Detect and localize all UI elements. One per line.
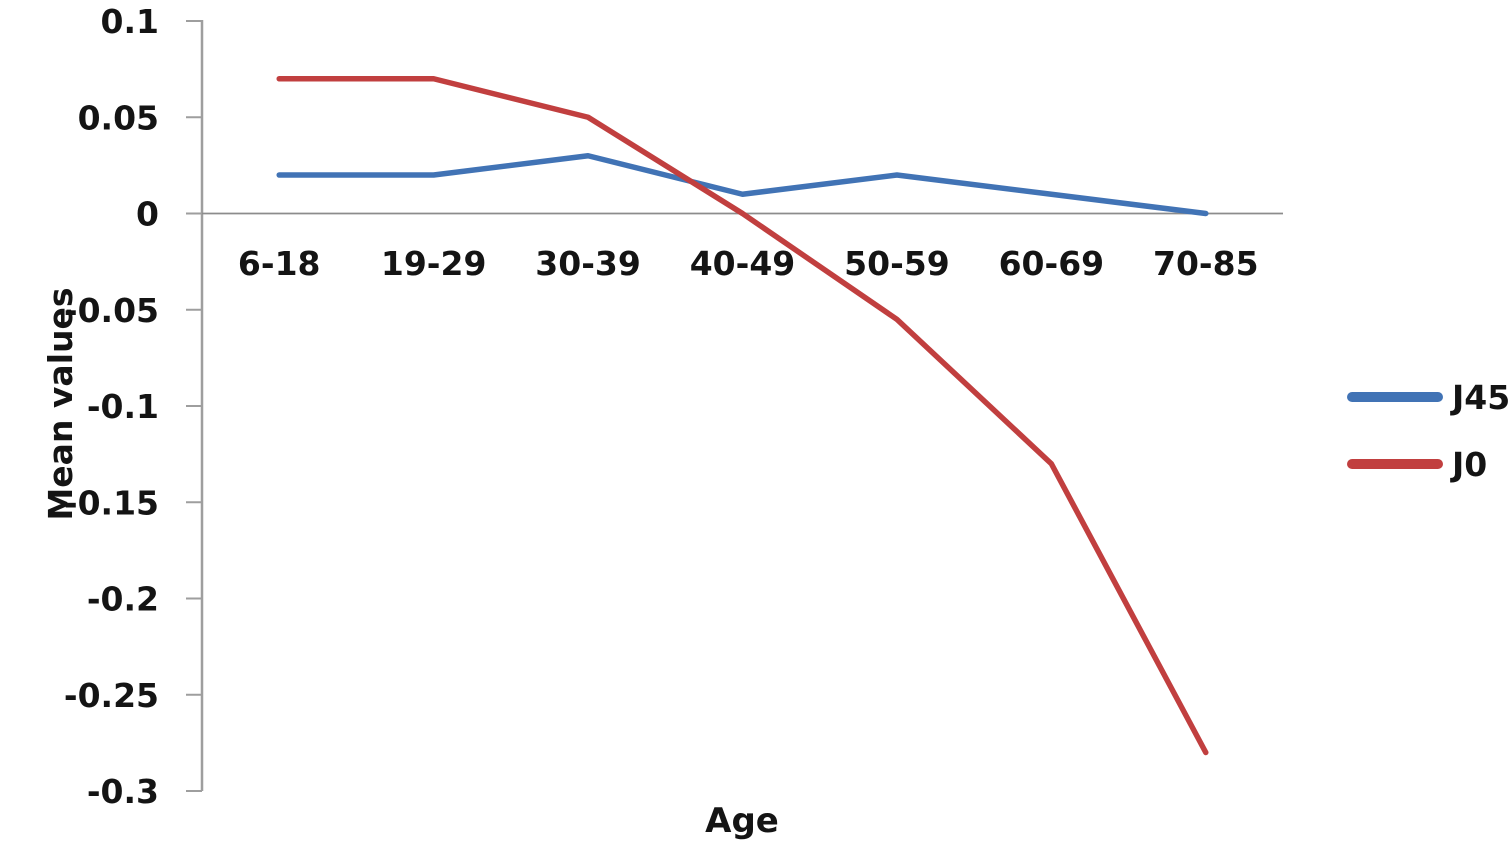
legend-label-j0: J0 (1452, 444, 1488, 484)
legend-swatch-j0 (1347, 459, 1443, 469)
x-tick-label: 70-85 (1153, 244, 1259, 283)
legend-label-j45: J45 (1452, 377, 1508, 417)
y-tick-label: -0.3 (87, 772, 159, 811)
y-tick-label: -0.15 (64, 483, 159, 522)
legend-item-j0: J0 (1347, 447, 1508, 481)
series-line-j0 (276, 76, 1209, 756)
x-tick-label: 50-59 (844, 244, 950, 283)
y-tick-label: 0.05 (78, 98, 159, 137)
y-axis-title: Mean values (41, 287, 80, 521)
x-tick-label: 40-49 (690, 244, 796, 283)
x-tick-label: 60-69 (999, 244, 1105, 283)
x-tick-label: 6-18 (238, 244, 321, 283)
series-line-j45 (276, 153, 1209, 217)
y-tick-label: 0.1 (101, 2, 159, 41)
legend: J45 J0 (1347, 380, 1508, 481)
x-tick-label: 19-29 (381, 244, 487, 283)
y-tick-label: -0.1 (87, 387, 159, 426)
y-tick-label: -0.25 (64, 676, 159, 715)
x-tick-label: 30-39 (535, 244, 641, 283)
y-tick-label: -0.05 (64, 291, 159, 330)
x-axis-title: Age (705, 801, 779, 841)
y-tick-label: -0.2 (87, 580, 159, 619)
legend-swatch-j45 (1347, 392, 1443, 402)
y-tick-label: 0 (136, 195, 159, 234)
legend-item-j45: J45 (1347, 380, 1508, 414)
